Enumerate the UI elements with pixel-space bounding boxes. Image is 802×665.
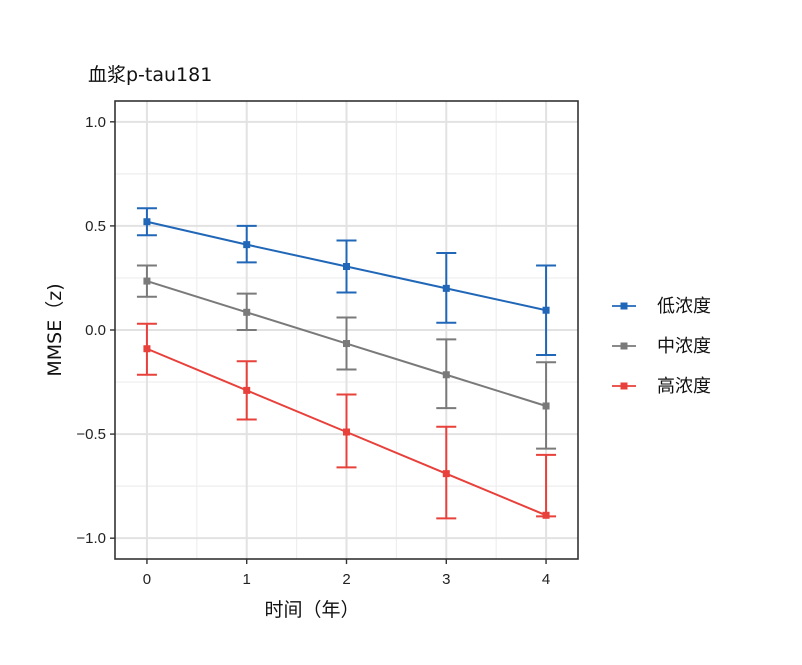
y-tick-label: 0.0: [85, 322, 106, 339]
data-point: [442, 470, 450, 478]
x-tick-label: 3: [442, 571, 450, 588]
x-tick-label: 2: [342, 571, 350, 588]
legend-key-marker: [620, 382, 628, 390]
data-point: [343, 263, 350, 271]
data-point: [243, 308, 251, 316]
data-point: [243, 386, 251, 394]
data-point: [442, 371, 450, 379]
data-point: [143, 277, 151, 285]
series-group: [136, 207, 557, 356]
x-tick-label: 1: [243, 571, 251, 588]
y-axis-title: MMSE（z): [44, 283, 66, 376]
legend-item: 高浓度: [612, 376, 711, 397]
legend-item: 低浓度: [612, 296, 711, 317]
y-tick-label: 0.5: [85, 218, 106, 235]
data-point: [343, 428, 350, 436]
data-point: [542, 511, 550, 519]
x-axis-title: 时间（年）: [264, 599, 359, 621]
series-layer: [136, 207, 557, 520]
series-group: [136, 322, 557, 520]
data-point: [243, 241, 251, 249]
data-point: [542, 306, 550, 314]
data-point: [143, 218, 151, 226]
legend-key-marker: [620, 302, 628, 310]
x-tick-label: 0: [143, 571, 151, 588]
series-group: [136, 264, 557, 450]
data-point: [442, 284, 450, 292]
y-tick-label: −1.0: [76, 530, 106, 547]
y-tick-label: −0.5: [76, 426, 106, 443]
y-tick-label: 1.0: [85, 114, 106, 131]
legend-item: 中浓度: [612, 336, 711, 357]
legend-label: 中浓度: [657, 336, 711, 357]
data-point: [343, 340, 350, 348]
x-tick-label: 4: [542, 571, 550, 588]
data-point: [542, 402, 550, 410]
axis-ticks: 1.0 0.5 0.0 −0.5 −1.0 0 1 2 3 4: [76, 114, 550, 588]
legend-label: 高浓度: [657, 376, 711, 397]
data-point: [143, 345, 151, 353]
chart-title: 血浆p-tau181: [88, 64, 212, 86]
legend-label: 低浓度: [657, 296, 711, 317]
legend-key-marker: [620, 342, 628, 350]
